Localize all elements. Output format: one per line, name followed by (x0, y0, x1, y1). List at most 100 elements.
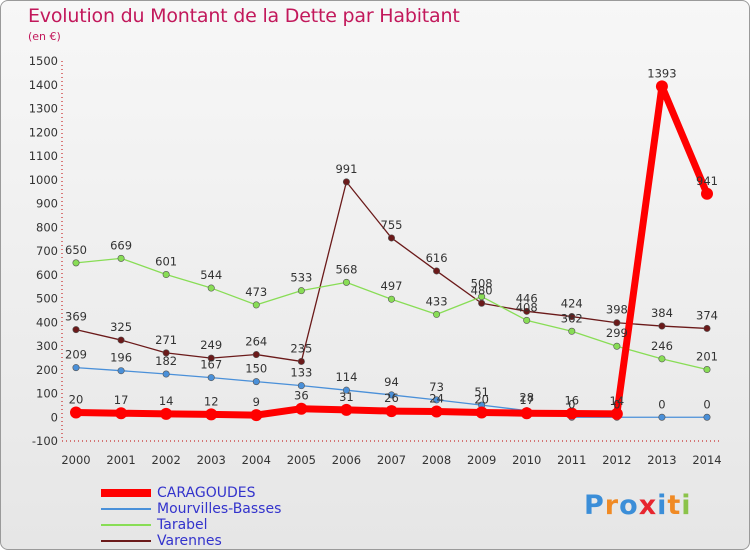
data-point-caragoudes (160, 407, 173, 420)
data-point-varennes (568, 313, 576, 321)
legend-label-varennes: Varennes (157, 533, 222, 549)
data-point-varennes (342, 178, 350, 186)
data-point-caragoudes (340, 403, 353, 416)
series-lines (70, 80, 713, 422)
data-point-varennes (162, 349, 170, 357)
logo-letter: t (667, 490, 682, 521)
data-point-tarabel (297, 287, 305, 295)
y-tick-label: 300 (36, 339, 58, 353)
data-label-caragoudes: 14 (159, 394, 174, 408)
data-point-caragoudes (205, 408, 218, 421)
y-tick-label: 1200 (29, 125, 58, 139)
x-tick-label: 2010 (512, 453, 541, 467)
y-tick-label: 500 (36, 292, 58, 306)
data-label-caragoudes: 17 (519, 393, 534, 407)
data-label-mourvilles-basses: 133 (290, 366, 312, 380)
data-label-mourvilles-basses: 73 (429, 380, 444, 394)
data-label-varennes: 755 (381, 218, 403, 232)
data-label-varennes: 446 (516, 291, 538, 305)
y-tick-label: 1000 (29, 173, 58, 187)
data-label-tarabel: 433 (426, 294, 448, 308)
legend-label-tarabel: Tarabel (157, 517, 208, 533)
x-tick-label: 2008 (422, 453, 451, 467)
logo-letter: i (681, 490, 692, 521)
data-point-varennes (613, 319, 621, 327)
legend-swatch-tarabel (101, 524, 151, 526)
data-label-varennes: 384 (651, 306, 673, 320)
data-label-caragoudes: 20 (69, 393, 84, 407)
y-tick-label: 1300 (29, 102, 58, 116)
data-label-mourvilles-basses: 0 (658, 397, 665, 411)
y-tick-label: 1500 (29, 54, 58, 68)
data-label-varennes: 264 (245, 335, 267, 349)
y-tick-label: 200 (36, 363, 58, 377)
data-label-mourvilles-basses: 51 (474, 385, 489, 399)
data-point-varennes (297, 357, 305, 365)
data-label-varennes: 480 (471, 283, 493, 297)
data-label-tarabel: 473 (245, 285, 267, 299)
unit-label: (en €) (28, 30, 61, 43)
data-label-caragoudes: 9 (253, 395, 260, 409)
data-label-tarabel: 408 (516, 300, 538, 314)
data-point-caragoudes (610, 407, 623, 420)
data-label-varennes: 374 (696, 308, 718, 322)
axes: -100010020030040050060070080090010001100… (29, 54, 722, 467)
data-label-caragoudes: 36 (294, 389, 309, 403)
data-point-tarabel (162, 271, 170, 279)
data-label-mourvilles-basses: 182 (155, 354, 177, 368)
logo-letter: x (638, 490, 658, 521)
data-point-caragoudes (520, 407, 533, 420)
legend-swatch-varennes (101, 540, 151, 542)
legend-swatch-mourvilles-basses (101, 508, 151, 510)
legend-swatch-caragoudes (101, 489, 151, 497)
data-point-mourvilles-basses (72, 364, 80, 372)
y-tick-label: 0 (51, 410, 58, 424)
x-tick-label: 2009 (467, 453, 496, 467)
data-label-varennes: 424 (561, 297, 583, 311)
data-point-caragoudes (115, 407, 128, 420)
data-point-varennes (207, 354, 215, 362)
data-point-mourvilles-basses (342, 386, 350, 394)
data-point-mourvilles-basses (703, 413, 711, 421)
data-point-tarabel (252, 301, 260, 309)
data-point-caragoudes (475, 406, 488, 419)
x-tick-label: 2004 (242, 453, 271, 467)
data-label-mourvilles-basses: 114 (335, 370, 357, 384)
data-label-mourvilles-basses: 0 (613, 397, 620, 411)
data-point-tarabel (207, 284, 215, 292)
x-tick-label: 2005 (287, 453, 316, 467)
data-point-caragoudes (295, 402, 308, 415)
proxiti-logo: Proxiti (584, 490, 692, 521)
data-point-tarabel (703, 366, 711, 374)
data-point-caragoudes (70, 406, 82, 419)
data-point-caragoudes (655, 80, 668, 93)
data-point-mourvilles-basses (252, 378, 260, 386)
y-tick-label: 1100 (29, 149, 58, 163)
data-point-caragoudes (565, 407, 578, 420)
data-label-mourvilles-basses: 94 (384, 375, 399, 389)
data-label-caragoudes: 12 (204, 394, 219, 408)
logo-letter: o (619, 490, 639, 521)
y-tick-label: 900 (36, 197, 58, 211)
data-point-mourvilles-basses (297, 382, 305, 390)
data-point-tarabel (613, 342, 621, 350)
data-label-caragoudes: 26 (384, 391, 399, 405)
data-label-mourvilles-basses: 0 (703, 397, 710, 411)
data-point-tarabel (72, 259, 80, 267)
data-label-tarabel: 497 (381, 279, 403, 293)
data-point-caragoudes (430, 405, 443, 418)
data-point-mourvilles-basses (387, 391, 395, 399)
x-tick-label: 2012 (602, 453, 631, 467)
data-point-tarabel (433, 310, 441, 318)
data-point-varennes (387, 234, 395, 242)
x-tick-label: 2006 (332, 453, 361, 467)
data-point-varennes (117, 336, 125, 344)
data-label-tarabel: 669 (110, 238, 132, 252)
data-label-mourvilles-basses: 167 (200, 358, 222, 372)
data-label-varennes: 271 (155, 333, 177, 347)
data-label-mourvilles-basses: 0 (568, 397, 575, 411)
y-tick-label: 700 (36, 244, 58, 258)
data-point-tarabel (478, 293, 486, 301)
